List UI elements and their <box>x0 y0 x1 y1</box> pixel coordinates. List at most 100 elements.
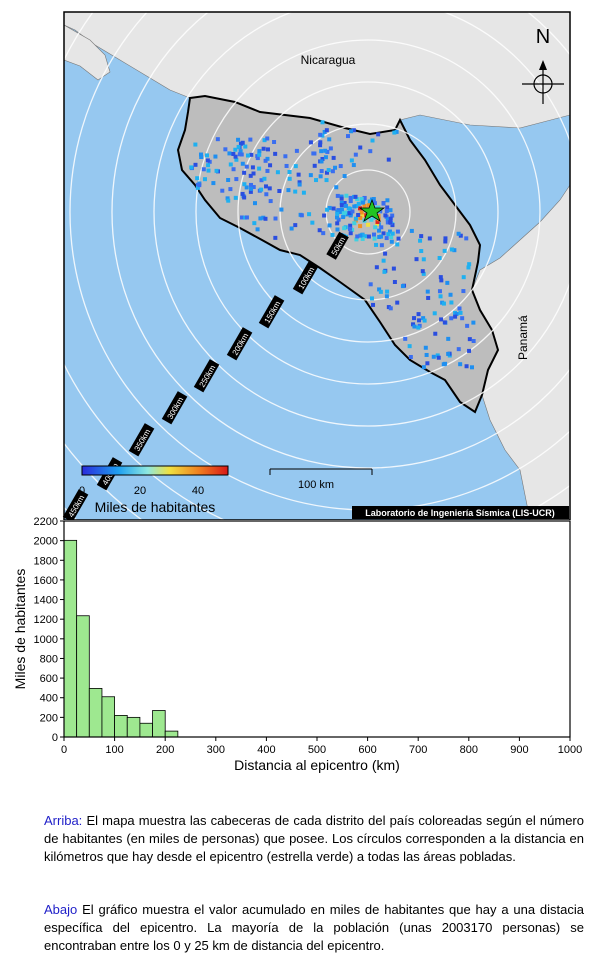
district-marker <box>193 162 198 167</box>
district-marker <box>279 207 284 212</box>
district-marker <box>421 257 426 262</box>
district-marker <box>453 314 458 319</box>
district-marker <box>335 209 340 214</box>
district-marker <box>452 248 457 253</box>
district-marker <box>358 215 363 220</box>
district-marker <box>319 169 324 174</box>
district-marker <box>293 189 298 194</box>
district-marker <box>330 232 335 237</box>
district-marker <box>202 177 207 182</box>
district-marker <box>201 167 206 172</box>
district-marker <box>262 176 267 181</box>
district-marker <box>335 215 340 220</box>
district-marker <box>358 224 363 229</box>
district-marker <box>350 209 355 214</box>
district-marker <box>414 257 419 262</box>
district-marker <box>348 231 353 236</box>
district-marker <box>373 225 378 230</box>
district-marker <box>421 271 426 276</box>
district-marker <box>368 282 373 287</box>
district-marker <box>318 174 323 179</box>
district-marker <box>214 168 219 173</box>
district-marker <box>409 228 414 233</box>
district-marker <box>417 318 422 323</box>
district-marker <box>243 144 248 149</box>
district-marker <box>438 275 443 280</box>
district-marker <box>233 195 238 200</box>
district-marker <box>422 318 427 323</box>
district-marker <box>352 204 357 209</box>
caption-top: Arriba: El mapa muestra las cabeceras de… <box>44 812 584 866</box>
colorbar-tick-20: 20 <box>134 485 146 497</box>
district-marker <box>391 266 396 271</box>
credit-label: Laboratorio de Ingeniería Sísmica (LIS-U… <box>365 508 555 518</box>
y-tick-label: 1200 <box>34 614 58 626</box>
district-marker <box>242 195 247 200</box>
district-marker <box>307 212 312 217</box>
district-marker <box>385 205 390 210</box>
x-tick-label: 1000 <box>558 744 582 756</box>
district-marker <box>226 198 231 203</box>
district-marker <box>449 300 454 305</box>
district-marker <box>261 146 266 151</box>
compass-icon: N <box>522 26 564 104</box>
district-marker <box>353 152 358 157</box>
district-marker <box>425 289 430 294</box>
district-marker <box>225 196 230 201</box>
district-marker <box>197 183 202 188</box>
district-marker <box>342 226 347 231</box>
district-marker <box>443 239 448 244</box>
district-marker <box>353 216 358 221</box>
district-marker <box>259 178 264 183</box>
district-marker <box>439 317 444 322</box>
x-tick-label: 200 <box>156 744 174 756</box>
district-marker <box>240 191 245 196</box>
district-marker <box>233 147 238 152</box>
district-marker <box>360 236 365 241</box>
y-tick-label: 2200 <box>34 516 58 528</box>
district-marker <box>310 220 315 225</box>
district-marker <box>242 170 247 175</box>
district-marker <box>356 201 361 206</box>
district-marker <box>471 339 476 344</box>
district-marker <box>335 193 340 198</box>
district-marker <box>312 163 317 168</box>
district-marker <box>308 173 313 178</box>
district-marker <box>362 213 367 218</box>
x-tick-label: 800 <box>460 744 478 756</box>
district-marker <box>223 147 228 152</box>
district-marker <box>388 208 393 213</box>
histogram-bar <box>63 539 78 738</box>
district-marker <box>293 164 298 169</box>
district-marker <box>362 203 367 208</box>
district-marker <box>437 289 442 294</box>
district-marker <box>461 275 466 280</box>
district-marker <box>403 336 408 341</box>
district-marker <box>441 301 446 306</box>
district-marker <box>458 310 463 315</box>
district-marker <box>390 231 395 236</box>
district-marker <box>449 316 454 321</box>
district-marker <box>369 296 374 301</box>
district-marker <box>321 231 326 236</box>
district-marker <box>388 220 393 225</box>
district-marker <box>385 217 390 222</box>
district-marker <box>369 217 374 222</box>
district-marker <box>293 223 298 228</box>
district-marker <box>431 354 436 359</box>
x-tick-label: 100 <box>105 744 123 756</box>
district-marker <box>387 229 392 234</box>
district-marker <box>457 306 462 311</box>
district-marker <box>268 199 273 204</box>
district-marker <box>416 325 421 330</box>
district-marker <box>346 134 351 139</box>
district-marker <box>339 194 344 199</box>
district-marker <box>423 345 428 350</box>
district-marker <box>284 163 289 168</box>
district-marker <box>257 149 262 154</box>
district-marker <box>341 215 346 220</box>
district-marker <box>354 203 359 208</box>
district-marker <box>377 287 382 292</box>
district-marker <box>400 284 405 289</box>
district-marker <box>371 302 376 307</box>
